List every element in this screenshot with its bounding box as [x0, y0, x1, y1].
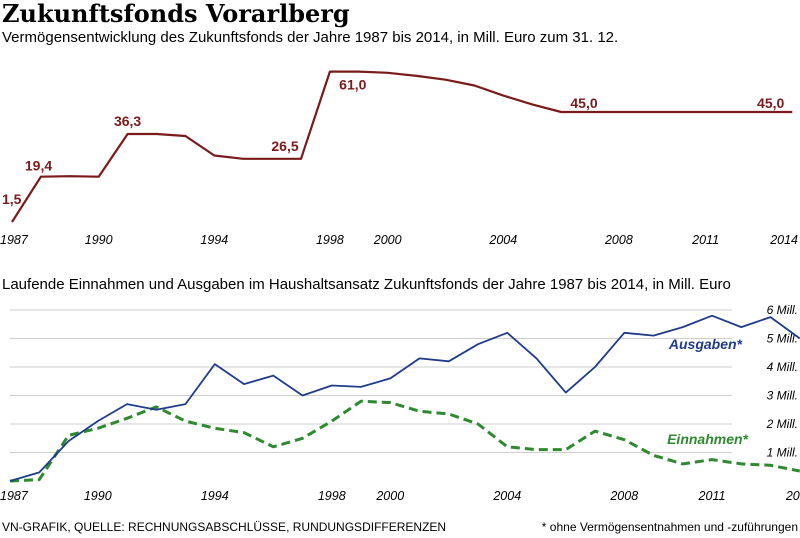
flow-x-tick: 2004 [492, 489, 521, 503]
einnahmen-series-label: Einnahmen* [667, 431, 748, 447]
ausgaben-line [9, 314, 800, 482]
flow-chart-x-axis: 1987 1990 1994 1998 2000 2004 2008 2011 2014 [0, 489, 800, 503]
footnote: * ohne Vermögensentnahmen und -zuführung… [542, 520, 798, 534]
asset-x-tick: 1990 [85, 233, 113, 247]
ausgaben-series-label: Ausgaben* [668, 336, 743, 352]
asset-line [11, 70, 793, 223]
asset-x-tick: 2000 [373, 233, 402, 247]
asset-value-label: 45,0 [757, 95, 784, 111]
einnahmen-line [9, 399, 800, 483]
asset-x-tick: 2014 [769, 233, 798, 247]
flow-y-tick: 2 Mill. [766, 417, 798, 431]
flow-x-tick: 2008 [609, 489, 638, 503]
chart2-subtitle: Laufende Einnahmen und Ausgaben im Haush… [2, 276, 731, 293]
flow-chart [9, 314, 800, 483]
chart1-subtitle: Vermögensentwicklung des Zukunftsfonds d… [2, 29, 618, 46]
flow-y-tick: 5 Mill. [767, 332, 798, 346]
asset-x-tick: 1994 [200, 233, 228, 247]
asset-x-tick: 2004 [488, 233, 517, 247]
source-note: VN-GRAFIK, QUELLE: RECHNUNGSABSCHLÜSSE, … [2, 520, 446, 534]
asset-value-label: 45,0 [570, 95, 597, 111]
flow-y-tick: 3 Mill. [767, 389, 798, 403]
flow-chart-y-axis: 1 Mill. 2 Mill. 3 Mill. 4 Mill. 5 Mill. 6 Mil… [766, 303, 798, 460]
flow-chart-gridlines [10, 309, 732, 453]
asset-x-tick: 1998 [316, 233, 344, 247]
asset-value-label: 1,5 [2, 191, 22, 207]
asset-value-label: 61,0 [339, 77, 366, 93]
flow-y-tick: 1 Mill. [767, 446, 798, 460]
chart-title: Zukunftsfonds Vorarlberg [2, 0, 350, 28]
flow-x-tick: 1990 [84, 489, 112, 503]
asset-chart: 1,5 19,4 36,3 26,5 61,0 45,0 45,0 [2, 70, 793, 223]
asset-x-tick: 2008 [604, 233, 633, 247]
flow-x-tick: 2014 [785, 489, 800, 503]
asset-value-label: 19,4 [25, 158, 52, 174]
flow-x-tick: 1998 [318, 489, 346, 503]
asset-value-label: 36,3 [114, 113, 141, 129]
flow-x-tick: 2011 [698, 489, 726, 503]
flow-x-tick: 1987 [0, 489, 29, 503]
asset-x-tick: 1987 [0, 233, 29, 247]
asset-x-tick: 2011 [691, 233, 719, 247]
flow-x-tick: 2000 [375, 489, 404, 503]
flow-x-tick: 1994 [201, 489, 229, 503]
asset-value-label: 26,5 [271, 138, 298, 154]
flow-y-tick: 6 Mill. [767, 303, 798, 317]
asset-chart-x-axis: 1987 1990 1994 1998 2000 2004 2008 2011 2014 [0, 233, 798, 247]
flow-y-tick: 4 Mill. [767, 360, 798, 374]
